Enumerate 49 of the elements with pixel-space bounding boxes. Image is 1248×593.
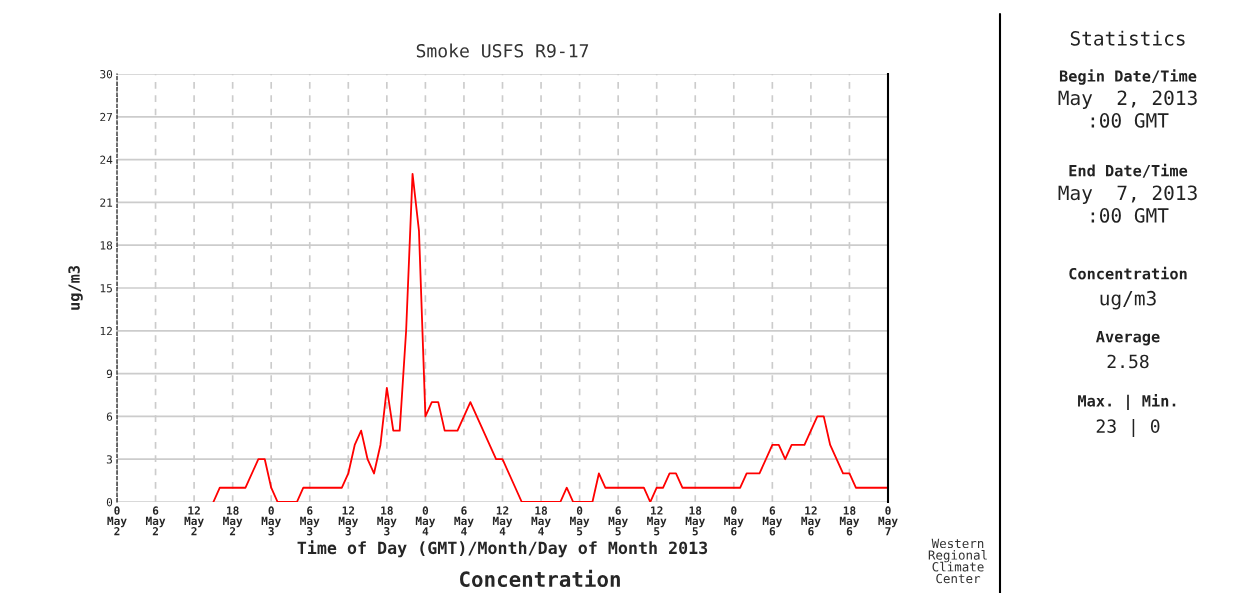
text: May 2, 2013 :00 GMT — [1058, 90, 1197, 128]
x-tick-label: 6 May 3 — [300, 506, 320, 536]
text: Western Regional Climate Center — [928, 538, 987, 584]
y-tick-label: 24 — [100, 155, 113, 164]
text: ug/m3 — [1100, 290, 1156, 310]
x-tick-label: 12 May 5 — [647, 506, 667, 536]
x-tick-label: 6 May 6 — [762, 506, 783, 536]
text: Concentration — [1069, 266, 1187, 280]
x-tick-label: 18 May 3 — [377, 506, 397, 536]
y-tick-label: 15 — [100, 284, 112, 293]
x-tick-label: 0 May 5 — [570, 506, 590, 536]
x-tick-label: 18 May 5 — [685, 506, 705, 536]
text: May 7, 2013 :00 GMT — [1058, 185, 1197, 223]
x-tick-label: 0 May 6 — [724, 506, 744, 536]
x-tick-label: 0 May 3 — [261, 506, 281, 536]
x-axis-title: Time of Day (GMT)/Month/Day of Month 2013 — [297, 540, 708, 558]
x-tick-label: 6 May 5 — [608, 506, 628, 536]
text: Begin Date/Time — [1059, 69, 1197, 85]
y-tick-label: 21 — [100, 198, 113, 207]
text: 23 | 0 — [1096, 418, 1160, 438]
y-tick-label: 18 — [100, 241, 113, 250]
line-series — [212, 172, 888, 502]
text: Max. | Min. — [1078, 393, 1176, 411]
x-tick-label: 12 May 4 — [492, 506, 513, 536]
x-tick-label: 18 May 4 — [531, 506, 551, 536]
x-tick-label: 6 May 4 — [454, 506, 474, 536]
text: Concentration — [460, 569, 620, 588]
text: 2.58 — [1107, 354, 1149, 369]
chart-title: Smoke USFS R9-17 — [416, 43, 589, 58]
y-tick-label: 9 — [106, 369, 113, 379]
x-tick-label: 12 May 2 — [184, 506, 204, 536]
x-tick-label: 12 May 6 — [801, 506, 821, 536]
y-tick-label: 30 — [100, 70, 113, 79]
x-tick-label: 0 May 2 — [107, 506, 127, 536]
text: Average — [1096, 331, 1160, 346]
y-tick-label: 27 — [100, 112, 112, 122]
y-tick-label: 0 — [106, 498, 113, 507]
x-tick-label: 6 May 2 — [145, 506, 166, 536]
x-tick-label: 0 May 7 — [878, 506, 898, 536]
text: Statistics — [1070, 30, 1185, 46]
x-tick-label: 18 May 2 — [223, 506, 243, 536]
x-tick-label: 18 May 6 — [839, 506, 860, 536]
y-tick-label: 3 — [106, 455, 112, 464]
y-axis-title: ug/m3 — [68, 266, 83, 310]
text: End Date/Time — [1069, 163, 1188, 178]
y-tick-label: 6 — [106, 412, 113, 421]
x-tick-label: 12 May 3 — [338, 506, 359, 536]
y-tick-label: 12 — [100, 326, 112, 336]
x-tick-label: 0 May 4 — [415, 506, 436, 536]
